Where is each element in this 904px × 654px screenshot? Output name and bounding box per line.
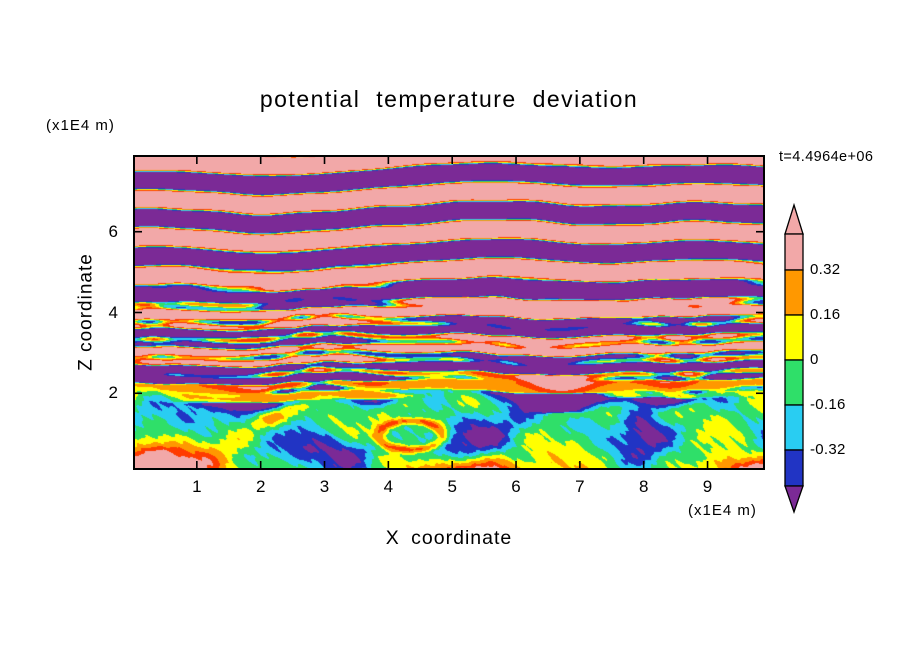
x-tick-label: 1 [192, 477, 202, 496]
plot-title: potential temperature deviation [259, 86, 639, 112]
y-axis-unit: (x1E4 m) [46, 117, 115, 134]
x-tick-label: 7 [575, 477, 585, 496]
y-tick-label: 6 [108, 221, 118, 241]
heatmap-canvas [133, 155, 765, 470]
time-annotation: t=4.4964e+06 [779, 149, 874, 165]
x-tick-label: 6 [511, 477, 521, 496]
heatmap-plot [133, 155, 765, 470]
y-tick-labels: 2 4 6 [92, 155, 122, 470]
colorbar-label: -0.32 [810, 441, 846, 458]
x-axis-unit: (x1E4 m) [688, 502, 757, 519]
x-axis-title: X coordinate [385, 527, 513, 549]
colorbar-label: 0 [810, 351, 819, 368]
x-tick-label: 3 [319, 477, 330, 496]
x-tick-label: 8 [638, 477, 649, 496]
colorbar-label: -0.16 [810, 396, 846, 413]
x-tick-label: 9 [702, 477, 713, 496]
x-tick-label: 4 [383, 477, 394, 496]
x-tick-labels: 1 2 3 4 5 6 7 8 9 [133, 477, 765, 499]
colorbar-label: 0.16 [810, 306, 841, 323]
y-tick-label: 4 [108, 302, 118, 322]
y-tick-label: 2 [108, 383, 118, 403]
x-tick-label: 5 [447, 477, 457, 496]
x-tick-label: 2 [255, 477, 266, 496]
colorbar [784, 203, 804, 514]
colorbar-label: 0.32 [810, 261, 841, 278]
